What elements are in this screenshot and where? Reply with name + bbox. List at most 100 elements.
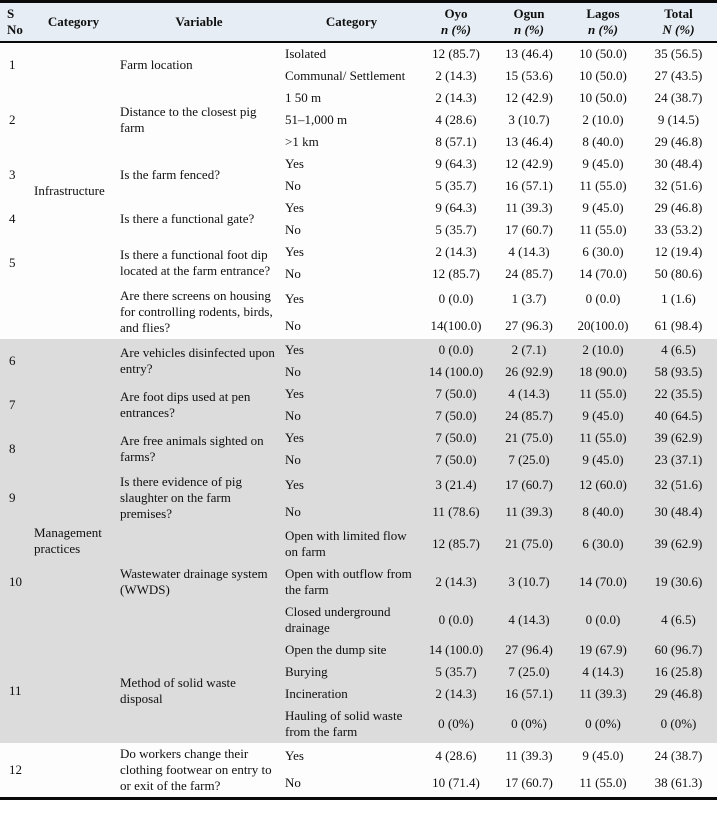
value-cell-lagos: 0 (0.0)	[585, 290, 621, 306]
value-cell-oyo: 2 (14.3)	[435, 244, 477, 259]
value-cell-lagos: 0 (0%)	[585, 716, 621, 731]
variable-cell: Wastewater drainage system (WWDS)	[120, 566, 268, 597]
value-cell-ogun: 3 (10.7)	[508, 112, 550, 127]
value-cell-ogun: 2 (7.1)	[511, 342, 547, 357]
table-row: 7 Are foot dips used at pen entrances? Yes…	[0, 383, 717, 420]
option-cell: Open the dump site	[285, 642, 387, 657]
value-cell-ogun: 13 (46.4)	[505, 46, 553, 61]
value-cell-oyo: 3 (21.4)	[435, 476, 477, 492]
value-cell-lagos: 9 (45.0)	[582, 452, 624, 467]
option-cell: No	[285, 364, 301, 379]
option-cell: 1 50 m	[285, 90, 322, 105]
option-cell: Yes	[285, 430, 304, 445]
column-header-sublabel: n (%)	[514, 22, 544, 37]
value-cell-ogun: 1 (3.7)	[511, 290, 547, 306]
value-cell-ogun: 27 (96.4)	[505, 642, 553, 657]
value-cell-ogun: 15 (53.6)	[505, 68, 553, 83]
value-cell-oyo: 2 (14.3)	[435, 686, 477, 701]
value-cell-ogun: 12 (42.9)	[505, 156, 553, 171]
option-cell: Yes	[285, 156, 304, 171]
value-cell-lagos: 11 (55.0)	[579, 430, 627, 445]
option-cell: Burying	[285, 664, 328, 679]
option-cell: No	[285, 775, 301, 791]
value-cell-ogun: 11 (39.3)	[505, 200, 553, 215]
value-cell-total: 60 (96.7)	[654, 642, 703, 657]
value-cell-lagos: 10 (50.0)	[579, 90, 627, 105]
value-cell-lagos: 20(100.0)	[577, 317, 629, 333]
value-cell-total: 0 (0%)	[660, 716, 697, 731]
value-cell-lagos: 2 (10.0)	[582, 342, 624, 357]
value-cell-oyo: 9 (64.3)	[435, 200, 477, 215]
value-cell-oyo: 5 (35.7)	[435, 664, 477, 679]
variable-cell: Is there evidence of pig slaughter on th…	[120, 474, 243, 521]
value-cell-lagos: 8 (40.0)	[582, 503, 624, 519]
option-cell: Yes	[285, 244, 304, 259]
value-cell-total: 38 (61.3)	[654, 775, 703, 791]
category-group-cell: Infrastructure	[34, 183, 105, 198]
value-cell-oyo: 10 (71.4)	[432, 775, 480, 791]
value-cell-oyo: 14 (100.0)	[428, 364, 484, 379]
value-cell-oyo: 5 (35.7)	[435, 178, 477, 193]
serial-number-cell: 1	[9, 57, 16, 72]
value-cell-oyo: 5 (35.7)	[435, 222, 477, 237]
value-cell-oyo: 0 (0%)	[438, 716, 474, 731]
value-cell-oyo: 4 (28.6)	[435, 112, 477, 127]
value-cell-oyo: 0 (0.0)	[438, 290, 474, 306]
value-cell-total: 23 (37.1)	[654, 452, 703, 467]
value-cell-oyo: 0 (0.0)	[438, 342, 474, 357]
table-row: 12 Do workers change their clothing footw…	[0, 743, 717, 793]
serial-number-cell: 11	[9, 683, 22, 698]
value-cell-oyo: 4 (28.6)	[435, 748, 477, 764]
option-cell: No	[285, 452, 301, 467]
option-cell: No	[285, 222, 301, 237]
value-cell-total: 33 (53.2)	[654, 222, 703, 237]
value-cell-total: 35 (56.5)	[654, 46, 703, 61]
value-cell-lagos: 11 (55.0)	[579, 222, 627, 237]
serial-number-cell	[0, 285, 32, 339]
column-header-sublabel: n (%)	[588, 22, 618, 37]
value-cell-lagos: 11 (55.0)	[579, 775, 627, 791]
column-header-oyo: Oyo n (%)	[420, 2, 492, 43]
value-cell-oyo: 0 (0.0)	[438, 612, 474, 627]
value-cell-ogun: 27 (96.3)	[505, 317, 553, 333]
option-cell: >1 km	[285, 134, 319, 149]
option-cell: Closed underground drainage	[285, 604, 391, 635]
value-cell-lagos: 0 (0.0)	[585, 612, 621, 627]
value-cell-total: 58 (93.5)	[654, 364, 703, 379]
value-cell-ogun: 17 (60.7)	[505, 476, 553, 492]
value-cell-total: 12 (19.4)	[654, 244, 703, 259]
value-cell-ogun: 21 (75.0)	[505, 430, 553, 445]
value-cell-total: 40 (64.5)	[654, 408, 703, 423]
column-header-label: Category	[47, 14, 100, 29]
value-cell-total: 22 (35.5)	[654, 386, 703, 401]
column-header-s_no: S No	[0, 2, 32, 43]
option-cell: Open with outflow from the farm	[285, 566, 412, 597]
value-cell-ogun: 24 (85.7)	[505, 266, 553, 281]
value-cell-oyo: 14 (100.0)	[428, 642, 484, 657]
value-cell-total: 4 (6.5)	[661, 342, 696, 357]
value-cell-lagos: 9 (45.0)	[582, 200, 624, 215]
column-header-ogun: Ogun n (%)	[492, 2, 566, 43]
value-cell-oyo: 2 (14.3)	[435, 574, 477, 589]
value-cell-lagos: 4 (14.3)	[582, 664, 624, 679]
serial-number-cell: 8	[9, 441, 16, 456]
serial-number-cell: 3	[9, 167, 16, 182]
value-cell-lagos: 14 (70.0)	[579, 266, 627, 281]
paper-table-container: S No Category Variable Category Oyo n (%) Ogun…	[0, 0, 717, 800]
value-cell-oyo: 12 (85.7)	[432, 266, 480, 281]
table-row: 8 Are free animals sighted on farms? Yes 7 …	[0, 427, 717, 464]
value-cell-total: 32 (51.6)	[654, 178, 703, 193]
column-header-variable: Variable	[115, 2, 283, 43]
table-row: 2 Distance to the closest pig farm 1 50 m 2…	[0, 87, 717, 135]
serial-number-cell: 4	[9, 211, 16, 226]
value-cell-oyo: 11 (78.6)	[432, 503, 480, 519]
option-cell: Isolated	[285, 46, 327, 61]
value-cell-total: 50 (80.6)	[654, 266, 703, 281]
value-cell-total: 39 (62.9)	[654, 430, 703, 445]
column-header-total: Total N (%)	[640, 2, 717, 43]
value-cell-lagos: 8 (40.0)	[582, 134, 624, 149]
value-cell-total: 19 (30.6)	[654, 574, 703, 589]
column-header-label: S No	[7, 6, 23, 37]
value-cell-lagos: 18 (90.0)	[579, 364, 627, 379]
value-cell-lagos: 14 (70.0)	[579, 574, 627, 589]
